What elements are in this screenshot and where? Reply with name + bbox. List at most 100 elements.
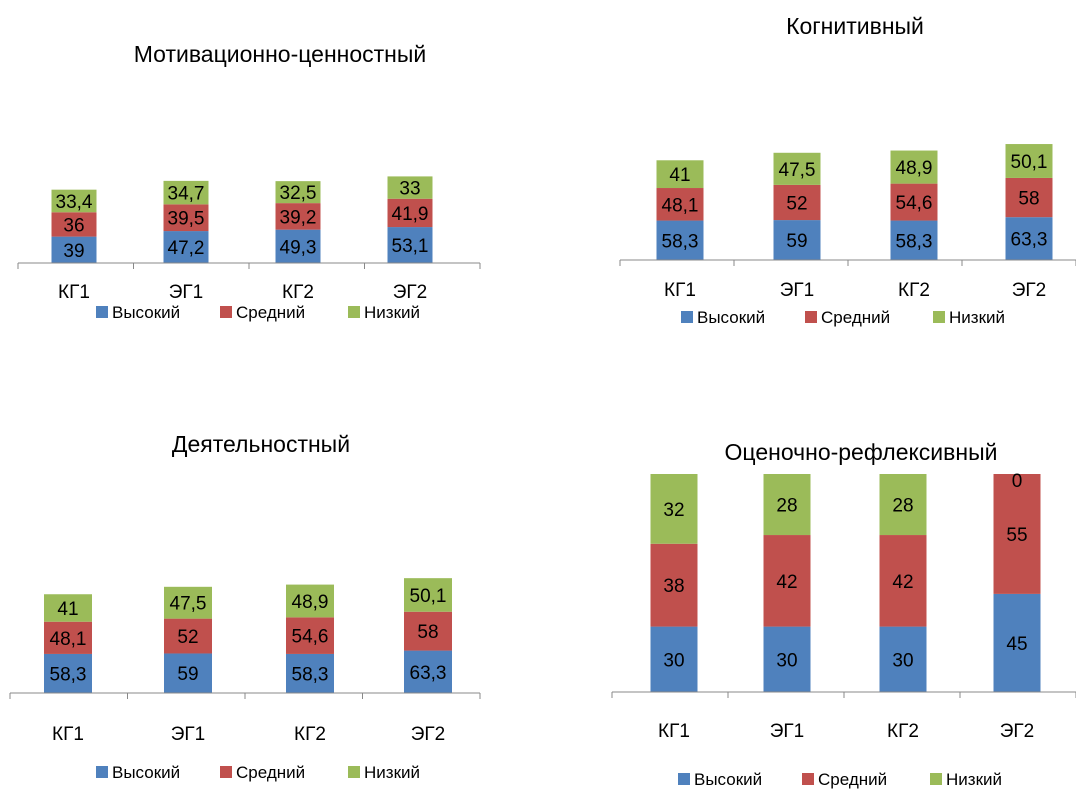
bar-medium-2 [763, 535, 811, 627]
data-label: 58,3 [662, 231, 699, 252]
category-label: КГ1 [58, 282, 90, 303]
data-label: 48,1 [662, 195, 699, 216]
data-label: 50,1 [1011, 152, 1048, 173]
data-label: 39,2 [280, 207, 317, 228]
legend-swatch-low [930, 773, 942, 785]
bar-high-4 [404, 650, 452, 693]
legend-swatch-high [678, 773, 690, 785]
data-label: 58,3 [50, 664, 87, 685]
data-label: 52 [177, 627, 198, 648]
bar-low-4 [387, 176, 433, 199]
bar-low-2 [763, 474, 811, 536]
data-label: 30 [663, 650, 684, 671]
legend: Высокий Средний Низкий [678, 770, 1002, 789]
category-label: КГ1 [658, 721, 690, 742]
legend-label-medium: Средний [236, 303, 305, 322]
data-label: 41 [669, 165, 690, 186]
data-label: 45 [1006, 634, 1027, 655]
legend-swatch-medium [220, 306, 232, 318]
data-label: 49,3 [280, 237, 317, 258]
bar-low-3 [286, 584, 334, 618]
data-label: 39 [63, 241, 84, 262]
data-label: 47,2 [168, 238, 205, 259]
category-label: КГ2 [898, 280, 930, 301]
data-label: 55 [1006, 525, 1027, 546]
legend-label-low: Низкий [364, 763, 420, 782]
chart-title: Деятельностный [172, 431, 350, 457]
legend-swatch-low [348, 306, 360, 318]
legend-swatch-medium [802, 773, 814, 785]
chart-panel-2: Когнитивный 58,3 48,1 41 КГ1 59 52 47,5 ЭГ1 58,3 5… [619, 13, 1076, 327]
chart-panel-3: Деятельностный 58,3 48,1 41 КГ1 59 52 47,5 ЭГ1 58… [9, 431, 481, 782]
bar-medium-1 [656, 188, 704, 221]
bar-high-3 [286, 653, 334, 693]
category-label: КГ2 [294, 724, 326, 745]
data-label: 36 [63, 215, 84, 236]
data-label: 33 [399, 179, 420, 200]
category-label: ЭГ1 [171, 724, 206, 745]
data-label: 28 [892, 496, 913, 517]
bar-medium-3 [275, 203, 321, 230]
category-label: ЭГ2 [1012, 280, 1047, 301]
bar-high-1 [656, 220, 704, 260]
legend-label-low: Низкий [946, 770, 1002, 789]
legend-label-medium: Средний [821, 308, 890, 327]
legend-swatch-high [681, 311, 693, 323]
data-label: 0 [1012, 471, 1023, 492]
legend-label-high: Высокий [694, 770, 762, 789]
data-label: 30 [776, 650, 797, 671]
bar-low-2 [163, 180, 209, 205]
data-label: 63,3 [410, 663, 447, 684]
legend-swatch-high [96, 306, 108, 318]
legend-label-low: Низкий [949, 308, 1005, 327]
data-label: 42 [776, 572, 797, 593]
data-label: 28 [776, 496, 797, 517]
bar-medium-3 [890, 183, 938, 221]
legend: Высокий Средний Низкий [96, 303, 420, 322]
bar-high-1 [51, 236, 97, 263]
category-label: ЭГ1 [169, 282, 204, 303]
legend-label-high: Высокий [697, 308, 765, 327]
data-label: 54,6 [292, 627, 329, 648]
category-label: ЭГ2 [411, 724, 446, 745]
bar-high-4 [387, 227, 433, 263]
data-label: 63,3 [1011, 230, 1048, 251]
data-label: 47,5 [170, 594, 207, 615]
bar-high-4 [993, 593, 1041, 692]
bar-low-4 [404, 578, 452, 612]
bar-medium-3 [286, 617, 334, 654]
bar-high-1 [650, 626, 698, 692]
bar-medium-4 [387, 198, 433, 228]
chart-title: Когнитивный [786, 13, 924, 39]
data-label: 48,9 [292, 592, 329, 613]
chart-title: Мотивационно-ценностный [134, 41, 427, 67]
data-label: 59 [786, 231, 807, 252]
data-label: 50,1 [410, 586, 447, 607]
bar-high-3 [890, 220, 938, 260]
bar-low-3 [879, 474, 927, 536]
data-label: 42 [892, 572, 913, 593]
bar-high-3 [879, 626, 927, 692]
data-label: 48,1 [50, 629, 87, 650]
bar-high-4 [1005, 217, 1053, 260]
bar-high-2 [763, 626, 811, 692]
data-label: 30 [892, 650, 913, 671]
bar-low-3 [890, 150, 938, 184]
bar-medium-3 [879, 535, 927, 627]
legend-label-high: Высокий [112, 303, 180, 322]
data-label: 58 [1018, 189, 1039, 210]
bar-low-1 [656, 160, 704, 189]
data-label: 39,5 [168, 209, 205, 230]
data-label: 58 [417, 622, 438, 643]
data-label: 32 [663, 500, 684, 521]
data-label: 54,6 [896, 193, 933, 214]
data-label: 58,3 [292, 664, 329, 685]
data-label: 38 [663, 576, 684, 597]
data-label: 41 [57, 599, 78, 620]
category-label: ЭГ1 [780, 280, 815, 301]
bar-medium-1 [650, 543, 698, 627]
bar-high-1 [44, 653, 92, 693]
legend-swatch-medium [220, 766, 232, 778]
data-label: 52 [786, 193, 807, 214]
